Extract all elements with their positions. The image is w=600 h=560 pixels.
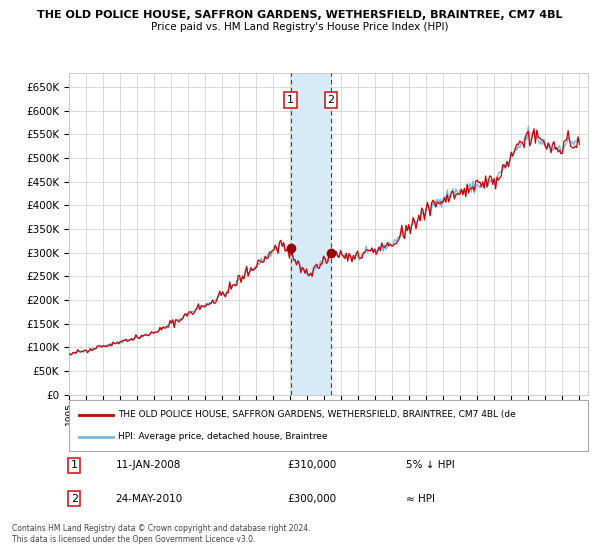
Bar [291,73,331,395]
Text: HPI: Average price, detached house, Braintree: HPI: Average price, detached house, Brai… [118,432,328,441]
Text: 5% ↓ HPI: 5% ↓ HPI [406,460,455,470]
Text: Price paid vs. HM Land Registry's House Price Index (HPI): Price paid vs. HM Land Registry's House … [151,22,449,32]
Text: 1: 1 [71,460,77,470]
Text: £300,000: £300,000 [287,494,336,503]
Text: ≈ HPI: ≈ HPI [406,494,436,503]
FancyBboxPatch shape [69,400,588,451]
Text: 1: 1 [287,95,294,105]
Text: 2: 2 [328,95,335,105]
Text: 2: 2 [71,494,78,503]
Text: 11-JAN-2008: 11-JAN-2008 [116,460,181,470]
Text: Contains HM Land Registry data © Crown copyright and database right 2024.
This d: Contains HM Land Registry data © Crown c… [12,524,311,544]
Text: THE OLD POLICE HOUSE, SAFFRON GARDENS, WETHERSFIELD, BRAINTREE, CM7 4BL: THE OLD POLICE HOUSE, SAFFRON GARDENS, W… [37,10,563,20]
Text: £310,000: £310,000 [287,460,336,470]
Text: 24-MAY-2010: 24-MAY-2010 [116,494,183,503]
Text: THE OLD POLICE HOUSE, SAFFRON GARDENS, WETHERSFIELD, BRAINTREE, CM7 4BL (de: THE OLD POLICE HOUSE, SAFFRON GARDENS, W… [118,410,516,419]
